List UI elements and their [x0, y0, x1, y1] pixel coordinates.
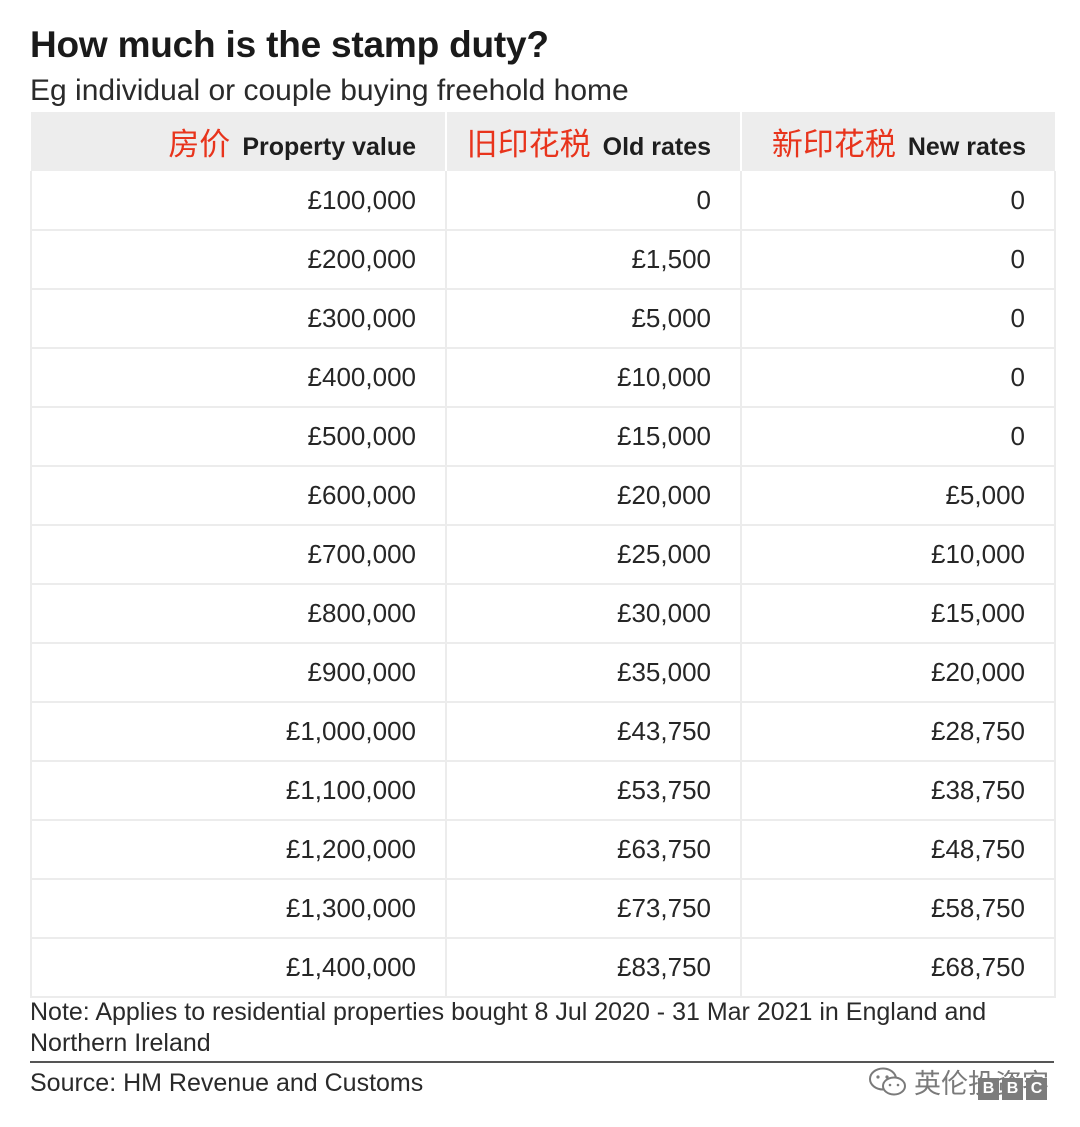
property-value-cell: £900,000 [30, 643, 447, 703]
new-rate-cell: £20,000 [741, 643, 1056, 703]
old-rate-cell: £35,000 [446, 643, 742, 703]
new-rate-cell: £15,000 [741, 584, 1056, 644]
divider [30, 1061, 1054, 1063]
bbc-logo: B B C [978, 1078, 1047, 1100]
property-value-cell: £200,000 [30, 230, 447, 290]
header-old-rates: 旧印花税 Old rates [446, 112, 742, 171]
table-row: £300,000 £5,000 0 [30, 289, 1056, 349]
old-rate-cell: £83,750 [446, 938, 742, 998]
source-text: Source: HM Revenue and Customs [30, 1069, 424, 1097]
table-row: £100,000 0 0 [30, 171, 1056, 231]
table-row: £900,000 £35,000 £20,000 [30, 643, 1056, 703]
new-rate-cell: £58,750 [741, 879, 1056, 939]
table-row: £200,000 £1,500 0 [30, 230, 1056, 290]
new-rate-cell: £68,750 [741, 938, 1056, 998]
footnote: Note: Applies to residential properties … [30, 998, 987, 1057]
property-value-cell: £1,000,000 [30, 702, 447, 762]
old-rate-cell: £63,750 [446, 820, 742, 880]
old-rate-cell: £5,000 [446, 289, 742, 349]
property-value-cell: £500,000 [30, 407, 447, 467]
property-value-cell: £1,300,000 [30, 879, 447, 939]
new-rate-cell: £38,750 [741, 761, 1056, 821]
table-header-row: 房价 Property value 旧印花税 Old rates 新印花税 New r… [31, 112, 1055, 171]
new-rate-cell: 0 [741, 171, 1056, 231]
logo-letter: B [1002, 1078, 1023, 1100]
old-rate-cell: £15,000 [446, 407, 742, 467]
property-value-cell: £700,000 [30, 525, 447, 585]
new-rate-cell: 0 [741, 230, 1056, 290]
table-row: £1,400,000 £83,750 £68,750 [30, 938, 1056, 998]
property-value-cell: £1,200,000 [30, 820, 447, 880]
stamp-duty-table: 房价 Property value 旧印花税 Old rates 新印花税 New r… [30, 112, 1056, 998]
table-row: £500,000 £15,000 0 [30, 407, 1056, 467]
new-rate-cell: £28,750 [741, 702, 1056, 762]
property-value-cell: £400,000 [30, 348, 447, 408]
old-rate-cell: £1,500 [446, 230, 742, 290]
table-row: £1,000,000 £43,750 £28,750 [30, 702, 1056, 762]
new-rate-cell: £48,750 [741, 820, 1056, 880]
old-rate-cell: £43,750 [446, 702, 742, 762]
property-value-cell: £1,100,000 [30, 761, 447, 821]
table-body: £100,000 0 0 £200,000 £1,500 0 £300,000 £5,000 0… [30, 171, 1056, 998]
header-en-label: Property value [242, 133, 416, 161]
old-rate-cell: £30,000 [446, 584, 742, 644]
logo-letter: C [1026, 1078, 1047, 1100]
header-new-rates: 新印花税 New rates [741, 112, 1055, 171]
new-rate-cell: £5,000 [741, 466, 1056, 526]
new-rate-cell: 0 [741, 407, 1056, 467]
old-rate-cell: £53,750 [446, 761, 742, 821]
table-row: £400,000 £10,000 0 [30, 348, 1056, 408]
old-rate-cell: £20,000 [446, 466, 742, 526]
old-rate-cell: 0 [446, 171, 742, 231]
new-rate-cell: 0 [741, 289, 1056, 349]
chart-title: How much is the stamp duty? [30, 24, 549, 65]
new-rate-cell: 0 [741, 348, 1056, 408]
chart-subtitle: Eg individual or couple buying freehold … [30, 74, 629, 107]
header-cn-label: 旧印花税 [466, 127, 591, 163]
property-value-cell: £300,000 [30, 289, 447, 349]
property-value-cell: £100,000 [30, 171, 447, 231]
property-value-cell: £800,000 [30, 584, 447, 644]
table-row: £700,000 £25,000 £10,000 [30, 525, 1056, 585]
header-cn-label: 房价 [168, 127, 231, 163]
table-row: £1,300,000 £73,750 £58,750 [30, 879, 1056, 939]
header-cn-label: 新印花税 [771, 127, 896, 163]
old-rate-cell: £25,000 [446, 525, 742, 585]
header-en-label: Old rates [602, 133, 711, 161]
property-value-cell: £1,400,000 [30, 938, 447, 998]
new-rate-cell: £10,000 [741, 525, 1056, 585]
header-en-label: New rates [907, 133, 1026, 161]
table-row: £600,000 £20,000 £5,000 [30, 466, 1056, 526]
old-rate-cell: £10,000 [446, 348, 742, 408]
table-row: £1,200,000 £63,750 £48,750 [30, 820, 1056, 880]
property-value-cell: £600,000 [30, 466, 447, 526]
header-property-value: 房价 Property value [31, 112, 447, 171]
logo-letter: B [978, 1078, 999, 1100]
table-row: £800,000 £30,000 £15,000 [30, 584, 1056, 644]
old-rate-cell: £73,750 [446, 879, 742, 939]
table-row: £1,100,000 £53,750 £38,750 [30, 761, 1056, 821]
wechat-icon [869, 1067, 906, 1095]
